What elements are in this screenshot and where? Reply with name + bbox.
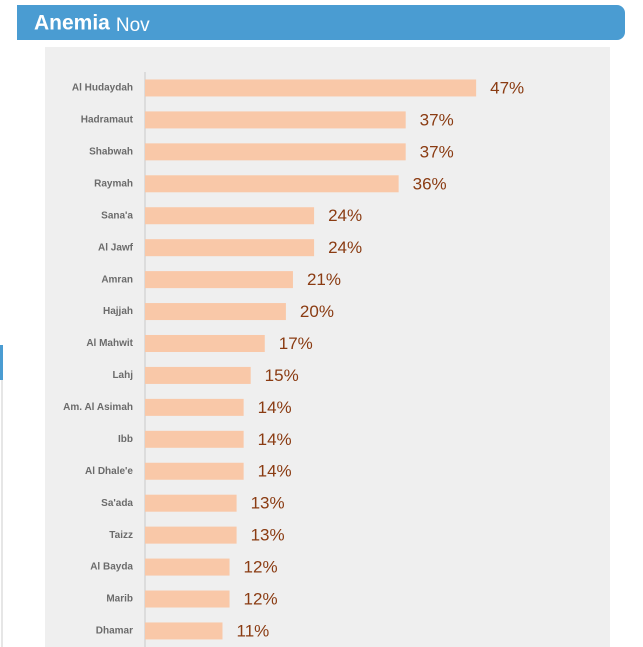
value-label: 37% xyxy=(420,110,454,129)
bar xyxy=(145,239,315,257)
category-label: Lahj xyxy=(112,370,133,381)
header-bar xyxy=(17,5,625,40)
value-label: 24% xyxy=(328,238,362,257)
value-label: 20% xyxy=(300,302,334,321)
value-label: 24% xyxy=(328,206,362,225)
bar xyxy=(145,462,244,480)
value-label: 13% xyxy=(251,526,285,545)
bar xyxy=(145,111,406,129)
chart-title: Anemia xyxy=(34,12,110,35)
bar xyxy=(145,271,293,289)
side-accent xyxy=(0,345,3,380)
bar xyxy=(145,494,237,512)
bar xyxy=(145,143,406,161)
category-label: Al Jawf xyxy=(98,242,134,253)
category-label: Al Bayda xyxy=(90,562,133,573)
bar xyxy=(145,590,230,608)
value-label: 37% xyxy=(420,142,454,161)
category-label: Taizz xyxy=(109,530,133,541)
bar xyxy=(145,558,230,576)
value-label: 47% xyxy=(490,78,524,97)
category-label: Dhamar xyxy=(96,626,133,637)
value-label: 12% xyxy=(244,589,278,608)
value-label: 17% xyxy=(279,334,313,353)
value-label: 11% xyxy=(237,621,270,640)
bar xyxy=(145,175,399,193)
bar xyxy=(145,430,244,448)
value-label: 13% xyxy=(251,494,285,513)
category-label: Hadramaut xyxy=(81,115,134,126)
chart-subtitle: Nov xyxy=(116,15,150,36)
category-label: Sana'a xyxy=(101,210,133,221)
value-label: 14% xyxy=(258,462,292,481)
category-label: Raymah xyxy=(94,178,133,189)
bar xyxy=(145,366,251,384)
bar xyxy=(145,207,315,225)
value-label: 36% xyxy=(413,174,447,193)
value-label: 12% xyxy=(244,558,278,577)
category-label: Al Dhale'e xyxy=(85,466,133,477)
value-label: 21% xyxy=(307,270,341,289)
category-label: Al Hudaydah xyxy=(72,83,133,94)
bar xyxy=(145,79,477,97)
bar xyxy=(145,526,237,544)
category-label: Shabwah xyxy=(89,146,133,157)
category-label: Am. Al Asimah xyxy=(63,402,133,413)
bar xyxy=(145,622,223,640)
category-label: Marib xyxy=(106,594,133,605)
bar xyxy=(145,398,244,416)
value-label: 15% xyxy=(265,366,299,385)
header-bar-corner xyxy=(17,5,37,40)
category-label: Ibb xyxy=(118,434,133,445)
category-label: Amran xyxy=(101,274,133,285)
category-label: Al Mahwit xyxy=(86,338,133,349)
category-label: Hajjah xyxy=(103,306,133,317)
bar xyxy=(145,303,286,321)
category-label: Sa'ada xyxy=(101,498,133,509)
value-label: 14% xyxy=(258,430,292,449)
value-label: 14% xyxy=(258,398,292,417)
bar xyxy=(145,334,265,352)
